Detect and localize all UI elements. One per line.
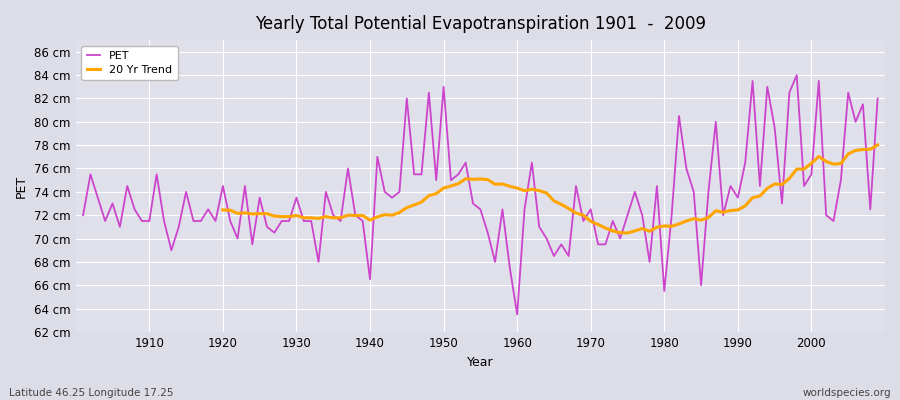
PET	[137, 219, 148, 224]
PET	[299, 219, 310, 224]
20 Yr Trend	[784, 176, 795, 181]
Text: worldspecies.org: worldspecies.org	[803, 388, 891, 398]
20 Yr Trend	[218, 208, 229, 212]
Legend: PET, 20 Yr Trend: PET, 20 Yr Trend	[81, 46, 178, 80]
Line: 20 Yr Trend: 20 Yr Trend	[223, 145, 878, 233]
Title: Yearly Total Potential Evapotranspiration 1901  -  2009: Yearly Total Potential Evapotranspiratio…	[255, 15, 706, 33]
PET	[512, 312, 523, 317]
20 Yr Trend	[622, 230, 633, 235]
PET	[504, 265, 515, 270]
Line: PET: PET	[83, 75, 878, 314]
20 Yr Trend	[770, 182, 780, 186]
PET	[77, 213, 88, 218]
20 Yr Trend	[872, 142, 883, 147]
20 Yr Trend	[416, 200, 427, 204]
PET	[519, 207, 530, 212]
PET	[872, 96, 883, 101]
20 Yr Trend	[850, 148, 861, 153]
PET	[608, 219, 618, 224]
20 Yr Trend	[681, 219, 692, 224]
X-axis label: Year: Year	[467, 356, 494, 369]
Y-axis label: PET: PET	[15, 174, 28, 198]
20 Yr Trend	[306, 216, 317, 220]
PET	[791, 73, 802, 78]
PET	[343, 166, 354, 171]
Text: Latitude 46.25 Longitude 17.25: Latitude 46.25 Longitude 17.25	[9, 388, 174, 398]
